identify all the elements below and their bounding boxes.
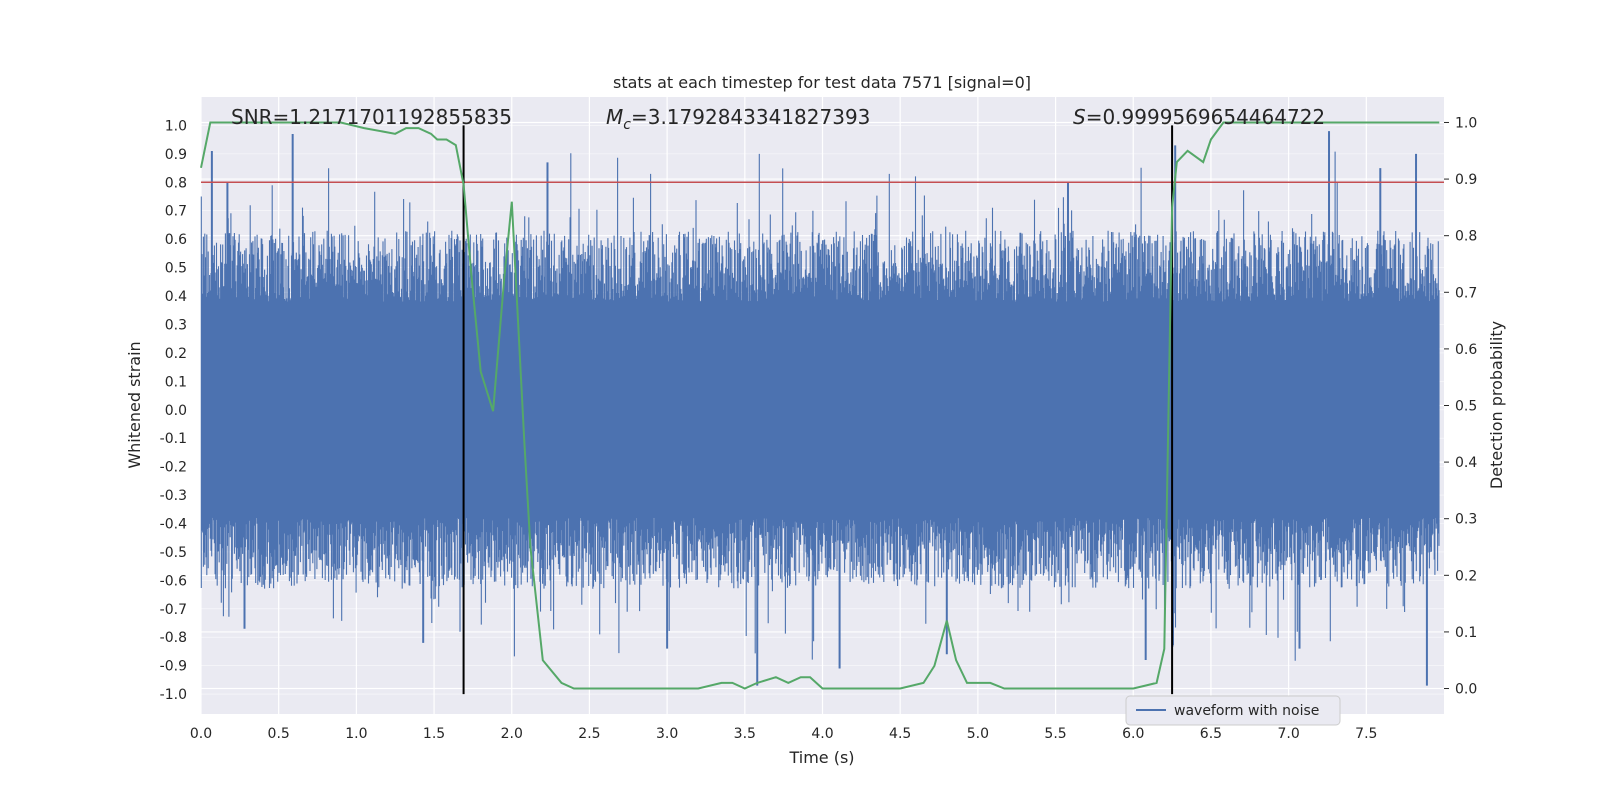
x-tick-label: 0.5 xyxy=(268,726,290,742)
y-tick-label: -1.0 xyxy=(160,687,187,703)
x-tick-label: 7.5 xyxy=(1355,726,1377,742)
chirp-mass-subscript: c xyxy=(623,117,631,133)
chirp-mass-value: =3.1792843341827393 xyxy=(631,105,870,129)
x-tick-label: 6.0 xyxy=(1122,726,1144,742)
y2-tick-label: 0.4 xyxy=(1455,455,1477,471)
y2-axis-label: Detection probability xyxy=(1487,321,1506,489)
y-tick-label: -0.1 xyxy=(160,431,187,447)
y2-tick-label: 1.0 xyxy=(1455,115,1477,131)
x-tick-label: 6.5 xyxy=(1200,726,1222,742)
y2-tick-label: 0.6 xyxy=(1455,342,1477,358)
y-tick-label: 0.3 xyxy=(165,317,187,333)
y-tick-label: -0.7 xyxy=(160,602,187,618)
significance-symbol: S xyxy=(1073,105,1086,129)
chirp-mass-symbol: M xyxy=(606,105,623,129)
y-tick-label: 0.1 xyxy=(165,374,187,390)
y2-tick-label: 0.9 xyxy=(1455,172,1477,188)
y-tick-label: 0.6 xyxy=(165,232,187,248)
y2-tick-label: 0.2 xyxy=(1455,568,1477,584)
chirp-mass-annotation: Mc=3.1792843341827393 xyxy=(606,105,870,133)
x-tick-label: 7.0 xyxy=(1277,726,1299,742)
y2-tick-label: 0.8 xyxy=(1455,229,1477,245)
y-tick-label: 1.0 xyxy=(165,118,187,134)
x-axis-label: Time (s) xyxy=(788,748,854,767)
y-tick-label: 0.2 xyxy=(165,346,187,362)
y2-tick-label: 0.5 xyxy=(1455,399,1477,415)
legend-box xyxy=(1125,695,1341,726)
y-tick-label: -0.8 xyxy=(160,630,187,646)
y-axis-left: 1.0 0.9 0.8 0.7 0.6 0.5 0.4 0.3 0.2 0.1 0.0 -0.1 -0.… xyxy=(160,118,187,703)
x-tick-label: 2.5 xyxy=(578,726,600,742)
x-tick-label: 2.0 xyxy=(501,726,523,742)
x-tick-label: 5.5 xyxy=(1044,726,1066,742)
significance-annotation: S=0.9999569654464722 xyxy=(1073,105,1325,129)
y2-tick-label: 0.7 xyxy=(1455,285,1477,301)
x-tick-label: 0.0 xyxy=(190,726,212,742)
y-tick-label: -0.2 xyxy=(160,460,187,476)
y-tick-label: 0.5 xyxy=(165,261,187,277)
y-tick-label: -0.3 xyxy=(160,488,187,504)
y-tick-label: -0.9 xyxy=(160,659,187,675)
x-tick-label: 5.0 xyxy=(967,726,989,742)
y-tick-label: 0.0 xyxy=(165,403,187,419)
x-tick-label: 4.0 xyxy=(811,726,833,742)
legend: waveform with noise xyxy=(1125,695,1341,726)
y-tick-label: -0.4 xyxy=(160,516,187,532)
snr-annotation: SNR=1.2171701192855835 xyxy=(231,105,512,129)
x-tick-label: 3.0 xyxy=(656,726,678,742)
y2-tick-label: 0.3 xyxy=(1455,512,1477,528)
y-axis-right: 1.0 0.9 0.8 0.7 0.6 0.5 0.4 0.3 0.2 0.1 0.0 xyxy=(1444,115,1477,698)
legend-label: waveform with noise xyxy=(1174,703,1319,719)
y-tick-label: 0.4 xyxy=(165,289,187,305)
x-tick-label: 4.5 xyxy=(889,726,911,742)
waveform-series xyxy=(200,131,1440,686)
y2-tick-label: 0.1 xyxy=(1455,625,1477,641)
x-tick-label: 1.5 xyxy=(423,726,445,742)
y2-tick-label: 0.0 xyxy=(1455,682,1477,698)
y-tick-label: 0.9 xyxy=(165,147,187,163)
x-axis: 0.0 0.5 1.0 1.5 2.0 2.5 3.0 3.5 4.0 4.5 5.0 5.5 6.0 6… xyxy=(190,726,1378,742)
y-tick-label: 0.8 xyxy=(165,175,187,191)
y-tick-label: -0.5 xyxy=(160,545,187,561)
y-tick-label: -0.6 xyxy=(160,573,187,589)
y-tick-label: 0.7 xyxy=(165,204,187,220)
x-tick-label: 1.0 xyxy=(345,726,367,742)
chart-title: stats at each timestep for test data 757… xyxy=(613,73,1031,92)
probability-series xyxy=(200,121,1440,690)
waveform-noise xyxy=(200,151,1440,661)
significance-value: =0.9999569654464722 xyxy=(1086,105,1325,129)
y-axis-label: Whitened strain xyxy=(125,341,144,468)
x-tick-label: 3.5 xyxy=(734,726,756,742)
